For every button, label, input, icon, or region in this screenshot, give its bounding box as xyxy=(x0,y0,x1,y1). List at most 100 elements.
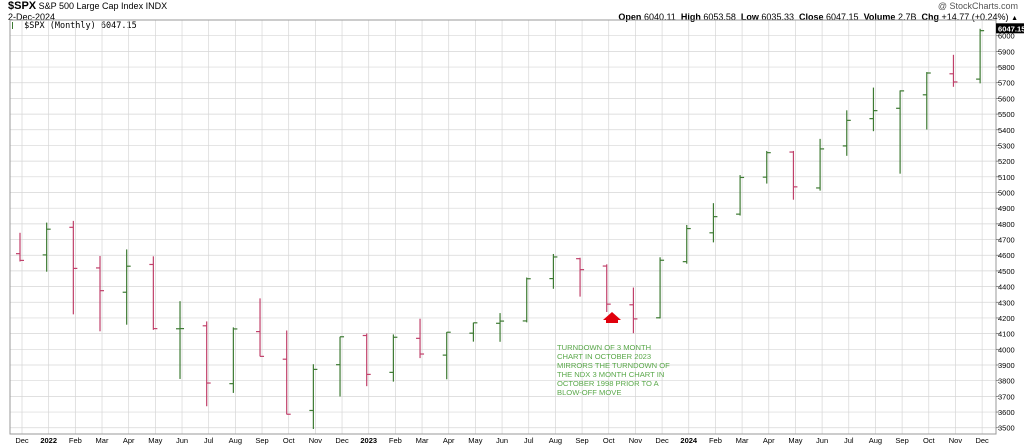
x-tick-label: Jun xyxy=(176,436,188,445)
ohlc-bar xyxy=(602,264,611,312)
quote-summary: Open 6040.11 High 6053.58 Low 6035.33 Cl… xyxy=(618,12,1018,24)
y-tick-label: 5800 xyxy=(998,63,1015,72)
y-tick-label: 3900 xyxy=(998,361,1015,370)
low-value: 6035.33 xyxy=(761,12,794,22)
x-tick-label: Mar xyxy=(736,436,749,445)
x-tick-label: Oct xyxy=(603,436,616,445)
annotation-line-1: TURNDOWN OF 3 MONTH xyxy=(557,343,651,352)
y-tick-label: 5700 xyxy=(998,79,1015,88)
ohlc-bar xyxy=(149,256,158,330)
x-tick-label: Dec xyxy=(655,436,669,445)
x-tick-label: Aug xyxy=(869,436,882,445)
ohlc-bars xyxy=(16,27,1011,429)
ohlc-bar xyxy=(629,287,638,334)
ohlc-bar xyxy=(949,54,958,87)
y-tick-label: 5200 xyxy=(998,157,1015,166)
x-tick-label: Feb xyxy=(389,436,402,445)
x-tick-label: Jun xyxy=(496,436,508,445)
ohlc-bar xyxy=(256,298,265,357)
ohlc-bar xyxy=(96,256,105,332)
change-value: +14.77 (+0.24%) xyxy=(941,12,1009,22)
legend-label: $SPX (Monthly) 6047.15 xyxy=(24,21,137,31)
open-label: Open xyxy=(618,12,642,22)
legend: $SPX (Monthly) 6047.15 xyxy=(12,21,137,31)
ohlc-bar xyxy=(336,336,345,397)
ohlc-bar xyxy=(709,203,718,243)
x-tick-label: Apr xyxy=(763,436,775,445)
y-tick-label: 4900 xyxy=(998,204,1015,213)
y-tick-label: 4000 xyxy=(998,345,1015,354)
x-tick-label: May xyxy=(148,436,162,445)
annotation: TURNDOWN OF 3 MONTH CHART IN OCTOBER 202… xyxy=(557,312,670,397)
x-tick-label: Dec xyxy=(335,436,349,445)
ohlc-bar xyxy=(69,220,78,315)
ticker-symbol: $SPX xyxy=(8,0,37,12)
y-tick-label: 3600 xyxy=(998,408,1015,417)
y-tick-label: 6000 xyxy=(998,32,1015,41)
y-tick-label: 4400 xyxy=(998,283,1015,292)
last-price-tag: 6047.15 xyxy=(996,23,1024,34)
ohlc-bar xyxy=(42,222,51,272)
plot-frame xyxy=(9,19,997,435)
up-triangle-icon: ▲ xyxy=(1011,15,1018,22)
x-tick-label: 2022 xyxy=(40,436,57,445)
x-tick-label: Feb xyxy=(709,436,722,445)
ohlc-bar xyxy=(522,277,531,323)
exchange-label: INDX xyxy=(145,1,168,11)
annotation-line-6: BLOW-OFF MOVE xyxy=(557,388,621,397)
ohlc-bar xyxy=(922,72,931,130)
annotation-line-3: MIRRORS THE TURNDOWN OF xyxy=(557,361,670,370)
x-tick-label: Sep xyxy=(895,436,908,445)
x-tick-label: May xyxy=(468,436,482,445)
grid xyxy=(10,20,996,434)
y-tick-label: 4800 xyxy=(998,220,1015,229)
y-tick-label: 3500 xyxy=(998,424,1015,433)
ohlc-bar xyxy=(816,138,825,191)
ohlc-bar xyxy=(202,321,211,407)
ohlc-bar xyxy=(309,364,318,429)
x-tick-label: Apr xyxy=(443,436,455,445)
ohlc-bar xyxy=(16,232,24,262)
y-axis: 3500 3600 3700 3800 3900 4000 4100 4200 4300 4400… xyxy=(996,32,1015,433)
ohlc-bar xyxy=(682,224,691,264)
last-price-tag-text: 6047.15 xyxy=(998,24,1024,33)
x-tick-label: Sep xyxy=(575,436,588,445)
ohlc-bar xyxy=(122,249,131,325)
open-value: 6040.11 xyxy=(643,12,676,22)
ohlc-bar xyxy=(789,150,798,200)
close-value: 6047.15 xyxy=(826,12,859,22)
x-tick-label: Oct xyxy=(283,436,296,445)
annotation-line-2: CHART IN OCTOBER 2023 xyxy=(557,352,651,361)
high-label: High xyxy=(680,12,701,22)
x-tick-label: Mar xyxy=(416,436,429,445)
ohlc-bar xyxy=(576,257,585,297)
x-tick-label: Aug xyxy=(229,436,242,445)
y-tick-label: 5900 xyxy=(998,47,1015,56)
annotation-line-4: THE NDX 3 MONTH CHART IN xyxy=(557,370,664,379)
chart-date: 2-Dec-2024 xyxy=(8,12,56,22)
y-tick-label: 3800 xyxy=(998,377,1015,386)
y-tick-label: 5300 xyxy=(998,141,1015,150)
y-tick-label: 5400 xyxy=(998,126,1015,135)
bar-legend-icon xyxy=(12,22,19,29)
ohlc-bar xyxy=(976,28,985,84)
x-tick-label: Sep xyxy=(255,436,268,445)
ohlc-bar xyxy=(736,175,745,216)
x-tick-label: Jul xyxy=(844,436,854,445)
high-value: 6053.58 xyxy=(703,12,736,22)
x-tick-label: Apr xyxy=(123,436,135,445)
annotation-line-5: OCTOBER 1998 PRIOR TO A xyxy=(557,379,660,388)
x-tick-label: Mar xyxy=(96,436,109,445)
y-tick-label: 4200 xyxy=(998,314,1015,323)
y-tick-label: 3700 xyxy=(998,392,1015,401)
ohlc-bar xyxy=(762,150,771,184)
x-axis: Dec 2022 Feb Mar Apr May Jun Jul Aug Sep Oct Nov Dec… xyxy=(15,436,989,445)
x-tick-label: Nov xyxy=(949,436,963,445)
chart-title-row: $SPX S&P 500 Large Cap Index INDX xyxy=(8,0,168,12)
x-tick-label: Nov xyxy=(629,436,643,445)
volume-label: Volume xyxy=(863,12,896,22)
low-label: Low xyxy=(740,12,759,22)
ohlc-bar xyxy=(469,322,478,342)
close-label: Close xyxy=(798,12,824,22)
